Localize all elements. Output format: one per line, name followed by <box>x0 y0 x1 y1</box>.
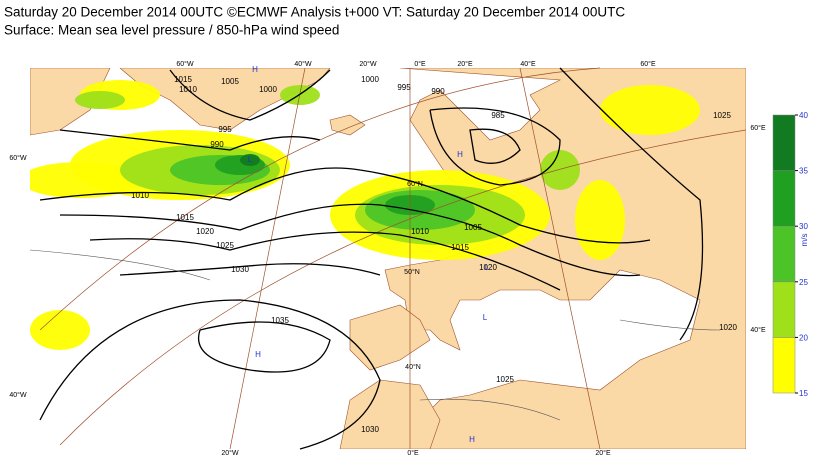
isobar-label: 985 <box>491 111 505 120</box>
graticule <box>39 67 747 450</box>
isobar-label: 1025 <box>496 375 514 384</box>
isobar-label: 1025 <box>713 111 731 120</box>
isobar-label: 1010 <box>411 227 429 236</box>
lat-label: 40°W <box>9 391 27 399</box>
lat-label: 40°N <box>405 363 421 371</box>
wind-area <box>240 154 260 166</box>
thin-isobars <box>29 249 721 421</box>
lon-label: 60°W <box>176 60 194 68</box>
colorbar-segment <box>772 337 796 394</box>
isobar-label: 1030 <box>231 265 249 274</box>
lat-label: 60°N <box>407 180 423 188</box>
colorbar-tick-label: 35 <box>799 167 808 176</box>
header-line2: Surface: Mean sea level pressure / 850-h… <box>4 23 339 38</box>
colorbar-unit: m/s <box>800 234 809 247</box>
wind-area <box>540 150 580 190</box>
wind-area <box>30 310 90 350</box>
isobar-label: 1030 <box>361 425 379 434</box>
colorbar-segment <box>772 170 796 227</box>
colorbar: 15 20 25 30 35 40 <box>772 111 808 398</box>
lon-label: 20°W <box>221 449 239 457</box>
lon-label: 20°E <box>595 449 611 457</box>
header-line1: Saturday 20 December 2014 00UTC ©ECMWF A… <box>4 5 625 20</box>
colorbar-segment <box>772 225 796 283</box>
pressure-centre: H <box>469 435 475 444</box>
isobar-label: 1010 <box>131 191 149 200</box>
lon-label: 20°W <box>359 60 377 68</box>
pressure-centre: L <box>483 313 488 322</box>
lat-label: 50°N <box>404 268 420 276</box>
isobar-label: 995 <box>218 125 232 134</box>
lon-label: 20°E <box>457 60 473 68</box>
pressure-centre: L <box>248 155 253 164</box>
lat-label: 60°W <box>9 154 27 162</box>
colorbar-tick-label: 40 <box>799 111 808 120</box>
map: 60°W 40°W 20°W 0°E 20°E 40°E 60°E 20°W 0°E 20°E 60… <box>9 60 766 457</box>
colorbar-segment <box>772 114 796 171</box>
pressure-centre: L <box>485 263 490 272</box>
isobar-label: 1015 <box>176 213 194 222</box>
wind-area <box>575 180 625 260</box>
isobar-label: 1035 <box>271 316 289 325</box>
isobar-label: 1020 <box>196 227 214 236</box>
isobar-label: 990 <box>210 140 224 149</box>
wind-area <box>600 85 700 135</box>
pressure-centre: H <box>457 150 463 159</box>
lat-label: 60°E <box>750 124 766 132</box>
lon-label: 60°E <box>640 60 656 68</box>
pressure-centre: H <box>255 350 261 359</box>
land <box>30 68 746 449</box>
isobar-label: 1010 <box>179 85 197 94</box>
lon-label: 0°E <box>414 60 426 68</box>
isobar-label: 990 <box>431 87 445 96</box>
isobar-label: 1005 <box>464 223 482 232</box>
isobar-label: 1020 <box>719 323 737 332</box>
colorbar-tick-label: 30 <box>799 222 808 231</box>
isobar-label: 1015 <box>451 243 469 252</box>
colorbar-tick-label: 20 <box>799 333 808 342</box>
lat-label: 40°E <box>750 326 766 334</box>
colorbar-segment <box>772 281 796 338</box>
wind-area <box>75 91 125 109</box>
isobars <box>39 67 704 450</box>
lon-label: 0°E <box>407 449 419 457</box>
isobar-label: 995 <box>397 83 411 92</box>
isobar-label: 1000 <box>361 75 379 84</box>
pressure-centre: H <box>252 65 258 74</box>
lon-label: 40°W <box>294 60 312 68</box>
colorbar-tick-label: 25 <box>799 278 808 287</box>
lon-label: 40°E <box>520 60 536 68</box>
isobar-label: 1015 <box>174 75 192 84</box>
colorbar-tick-label: 15 <box>799 389 808 398</box>
isobar-label: 1005 <box>221 77 239 86</box>
isobar-label: 1020 <box>479 263 497 272</box>
isobar-label: 1025 <box>216 241 234 250</box>
isobar-label: 1000 <box>259 85 277 94</box>
